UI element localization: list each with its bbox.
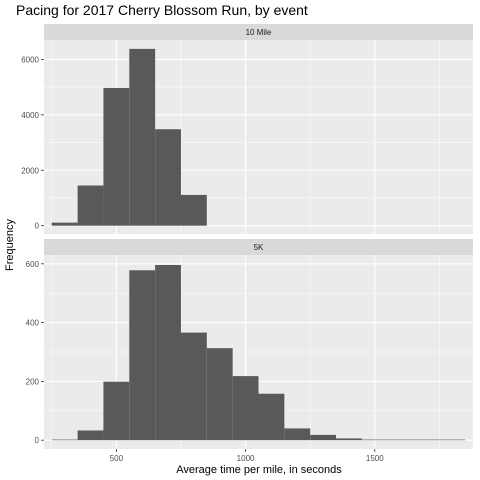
y-tick-label: 4000 [21, 111, 39, 120]
y-tick-label: 200 [26, 377, 40, 386]
histogram-bar [77, 430, 104, 441]
facet-strip-label: 5K [254, 243, 264, 252]
y-tick-label: 400 [26, 319, 40, 328]
y-tick-label: 2000 [21, 166, 39, 175]
x-tick-label: 1500 [366, 454, 384, 463]
facet-strip-background [44, 24, 473, 40]
histogram-bar [361, 439, 388, 441]
histogram-bar [206, 348, 233, 441]
histogram-bar [51, 222, 78, 226]
histogram-bar [129, 48, 156, 226]
y-tick-label: 600 [26, 260, 40, 269]
histogram-bar [310, 434, 337, 441]
histogram-bar [103, 87, 130, 226]
histogram-bar [51, 439, 78, 441]
facet-strip-label: 10 Mile [246, 28, 272, 37]
histogram-bar [439, 439, 466, 441]
x-axis: 500 1000 1500 [110, 449, 384, 463]
histogram-bar [129, 270, 156, 441]
histogram-bar [155, 129, 181, 226]
histogram-bar [284, 428, 311, 441]
histogram-bar [155, 264, 181, 441]
y-tick-label: 0 [35, 222, 40, 231]
histogram-bar [77, 185, 104, 226]
histogram-bar [180, 194, 207, 226]
chart-title: Pacing for 2017 Cherry Blossom Run, by e… [16, 2, 308, 18]
facet-strip-background [44, 239, 473, 255]
histogram-bar [413, 439, 440, 441]
histogram-bar [258, 393, 285, 441]
panels-layer: 10 Mile 0 2000 4000 6000 5K 0 200 400 600 500 1000 1… [21, 24, 473, 463]
y-tick-label: 6000 [21, 55, 39, 64]
facet-panel-0: 10 Mile 0 2000 4000 6000 [21, 24, 473, 234]
histogram-bar [387, 439, 414, 441]
y-axis-title: Frequency [4, 219, 16, 271]
y-tick-label: 0 [35, 436, 40, 445]
histogram-bar [103, 381, 130, 441]
histogram-bar [232, 376, 259, 441]
histogram-bar [180, 332, 207, 441]
x-axis-title: Average time per mile, in seconds [176, 464, 342, 476]
facet-panel-1: 5K 0 200 400 600 [26, 239, 473, 449]
x-tick-label: 500 [110, 454, 124, 463]
x-tick-label: 1000 [237, 454, 255, 463]
histogram-bar [336, 438, 362, 441]
